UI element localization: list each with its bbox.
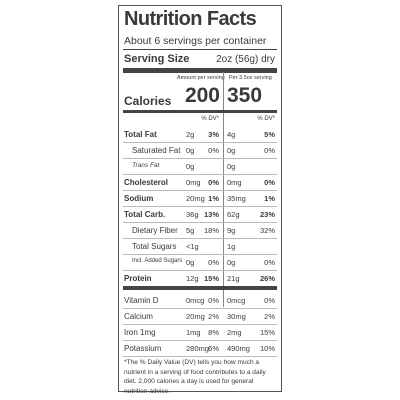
daily-value: 1%: [208, 194, 219, 203]
amount: 490mg: [227, 344, 250, 353]
amount: 1g: [227, 242, 236, 251]
amount: 0mg: [227, 178, 242, 187]
nutrient-name: Total Fat: [124, 130, 157, 139]
nutrient-name: Sodium: [124, 194, 154, 203]
nutrient-name: Iron 1mg: [124, 328, 156, 337]
amount: 0g: [227, 258, 236, 267]
nutrient-name: Total Sugars: [132, 242, 177, 251]
daily-value: 13%: [203, 210, 219, 219]
amount: 9g: [227, 226, 236, 235]
rule: [123, 158, 277, 159]
serving-size-label: Serving Size: [124, 53, 190, 65]
nutrient-name: Incl. Added Sugars: [132, 258, 183, 264]
thick-rule: [123, 68, 277, 73]
daily-value: 18%: [203, 226, 219, 235]
rule: [123, 222, 277, 223]
amount: 36g: [186, 210, 199, 219]
nutrient-name: Vitamin D: [124, 296, 159, 305]
amount: 0g: [186, 162, 195, 171]
daily-value: 15%: [203, 274, 219, 283]
amount: 4g: [227, 130, 236, 139]
serving-size-value: 2oz (56g) dry: [216, 54, 275, 65]
footnote: *The % Daily Value (DV) tells you how mu…: [124, 359, 266, 395]
nutrient-name: Calcium: [124, 312, 153, 321]
amount: 12g: [186, 274, 199, 283]
rule: [123, 238, 277, 239]
daily-value: 1%: [264, 194, 275, 203]
thick-rule: [123, 286, 277, 290]
rule: [123, 270, 277, 271]
amount: 20mg: [186, 312, 205, 321]
daily-value: 2%: [208, 312, 219, 321]
rule: [123, 206, 277, 207]
amount: 0mcg: [186, 296, 205, 305]
rule: [123, 174, 277, 175]
nutrient-name: Potassium: [124, 344, 162, 353]
daily-value: 0%: [208, 178, 219, 187]
daily-value: 6%: [208, 344, 219, 353]
daily-value: 0%: [264, 178, 275, 187]
calories-value: 200: [184, 84, 220, 107]
amount: 35mg: [227, 194, 246, 203]
daily-value: 0%: [264, 146, 275, 155]
nutrient-name: Cholesterol: [124, 178, 169, 187]
rule: [123, 308, 277, 309]
daily-value: 0%: [208, 146, 219, 155]
daily-value: 0%: [264, 258, 275, 267]
amount: 280mg: [186, 344, 209, 353]
column-divider: [223, 72, 224, 307]
nutrition-label: Nutrition Facts About 6 servings per con…: [118, 5, 282, 395]
rule: [123, 142, 277, 143]
nutrient-name: Protein: [124, 274, 152, 283]
nutrient-name: Dietary Fiber: [132, 226, 178, 235]
daily-value: 32%: [259, 226, 275, 235]
daily-value: 2%: [264, 312, 275, 321]
rule: [123, 356, 277, 357]
nutrient-name: Saturated Fat: [132, 146, 181, 155]
daily-value: 3%: [208, 130, 219, 139]
calories-value: 350: [227, 84, 263, 107]
medium-rule: [123, 110, 277, 113]
amount: 0g: [227, 146, 236, 155]
calories-label: Calories: [124, 94, 172, 108]
dv-header: % DV*: [257, 116, 275, 122]
daily-value: 0%: [208, 258, 219, 267]
amount: 62g: [227, 210, 240, 219]
amount: 20mg: [186, 194, 205, 203]
rule: [123, 324, 277, 325]
amount: 5g: [186, 226, 195, 235]
amount: 2mg: [227, 328, 242, 337]
daily-value: 15%: [259, 328, 275, 337]
daily-value: 5%: [264, 130, 275, 139]
dv-header: % DV*: [201, 116, 219, 122]
amount: 0mcg: [227, 296, 246, 305]
daily-value: 10%: [259, 344, 275, 353]
amount: 30mg: [227, 312, 246, 321]
amount: 0g: [186, 146, 195, 155]
amount: 1mg: [186, 328, 201, 337]
amount: 21g: [227, 274, 240, 283]
amount: 0g: [227, 162, 236, 171]
amount: 2g: [186, 130, 195, 139]
nutrient-name: Total Carb.: [124, 210, 166, 219]
nutrient-name: Trans Fat: [132, 162, 160, 169]
title: Nutrition Facts: [124, 8, 257, 30]
amount: 0g: [186, 258, 195, 267]
daily-value: 8%: [208, 328, 219, 337]
daily-value: 26%: [259, 274, 275, 283]
daily-value: 23%: [259, 210, 275, 219]
rule: [123, 340, 277, 341]
amount: 0mg: [186, 178, 201, 187]
rule: [123, 190, 277, 191]
amount: <1g: [186, 242, 199, 251]
column-header: Per 3.5oz serving: [229, 75, 272, 81]
daily-value: 0%: [264, 296, 275, 305]
rule: [123, 49, 277, 50]
rule: [123, 254, 277, 255]
daily-value: 0%: [208, 296, 219, 305]
servings: About 6 servings per container: [124, 35, 267, 47]
column-header: Amount per serving: [177, 75, 225, 81]
